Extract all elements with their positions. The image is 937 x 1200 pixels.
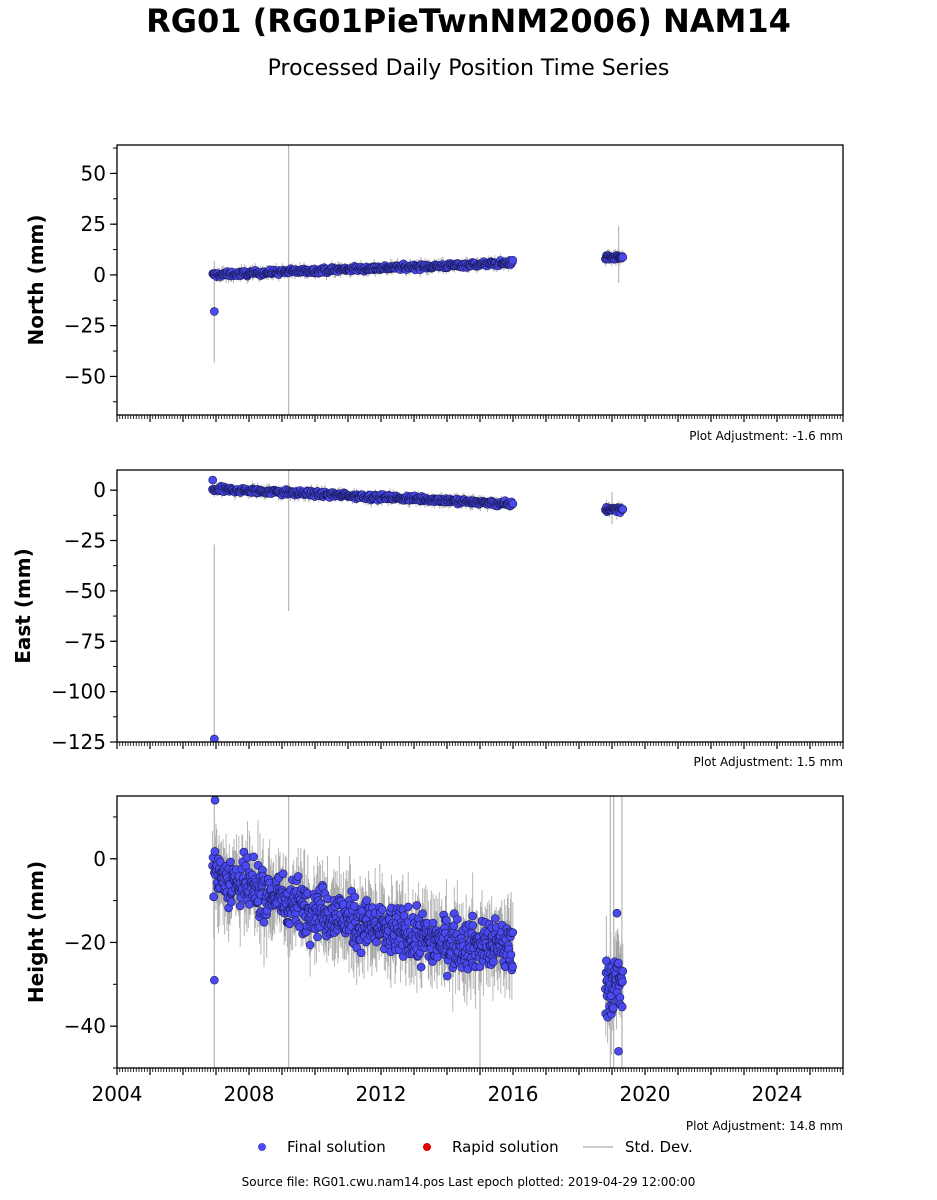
panel-3: 0 −20 −40 2004 2008 2012 2016 2020 2024 Height (m… <box>24 795 844 1133</box>
data-point <box>293 872 303 881</box>
legend-label: Rapid solution <box>452 1138 559 1156</box>
data-point <box>618 504 628 514</box>
data-point <box>418 909 427 919</box>
data-point <box>209 892 219 902</box>
panel-1: 50 25 0 −25 −50 North (mm) Plot Adjustment: -1… <box>24 144 844 443</box>
plot-adjustment-note: Plot Adjustment: -1.6 mm <box>689 429 843 443</box>
data-point <box>305 940 315 950</box>
data-point <box>615 993 625 1002</box>
legend-label: Std. Dev. <box>625 1138 693 1156</box>
data-point <box>210 796 220 805</box>
x-tick-label: 2012 <box>356 1082 407 1106</box>
y-tick-label: −50 <box>64 579 106 603</box>
data-point <box>210 975 219 985</box>
legend-marker-rapid <box>423 1143 431 1151</box>
y-tick-label: −50 <box>64 364 106 388</box>
data-point <box>618 966 628 976</box>
data-point <box>227 897 236 907</box>
data-point <box>362 896 371 905</box>
x-tick-label: 2016 <box>488 1082 539 1106</box>
data-point <box>249 852 258 862</box>
data-point <box>508 928 518 937</box>
data-point <box>612 908 622 918</box>
data-point <box>443 971 452 981</box>
data-point <box>618 252 628 262</box>
data-point <box>489 957 498 966</box>
data-point <box>350 901 359 911</box>
data-point <box>416 962 426 972</box>
data-point <box>468 921 478 930</box>
data-point <box>412 901 422 910</box>
x-tick-label: 2020 <box>620 1082 671 1106</box>
y-tick-label: −25 <box>64 314 106 338</box>
y-tick-label: −25 <box>64 529 106 553</box>
plot-adjustment-note: Plot Adjustment: 1.5 mm <box>694 755 843 769</box>
data-point <box>468 911 477 921</box>
data-point <box>313 932 322 942</box>
data-point <box>618 977 627 987</box>
data-point <box>403 902 413 912</box>
x-tick-label: 2024 <box>752 1082 803 1106</box>
data-point <box>490 914 500 923</box>
data-point <box>215 857 225 867</box>
data-point <box>506 950 516 960</box>
data-point <box>259 918 269 927</box>
panel-2: 0 −25 −50 −75 −100 −125 East (mm) Plot Adjustme… <box>11 469 844 769</box>
y-tick-label: 0 <box>93 263 106 287</box>
y-tick-label: 0 <box>93 478 106 502</box>
data-point <box>278 869 288 879</box>
data-point <box>508 962 517 972</box>
data-point <box>356 948 366 958</box>
data-point <box>210 847 220 856</box>
data-point <box>377 905 387 914</box>
legend-marker-final <box>258 1143 266 1151</box>
data-point <box>245 900 254 909</box>
y-tick-label: 25 <box>81 212 106 236</box>
data-point <box>208 475 217 485</box>
plot-area <box>208 796 628 1068</box>
data-point <box>617 1002 627 1012</box>
data-point <box>508 499 518 508</box>
data-point <box>442 915 451 925</box>
data-point <box>241 861 251 871</box>
data-point <box>210 307 219 316</box>
y-axis-label: North (mm) <box>24 214 48 345</box>
x-tick-label: 2008 <box>224 1082 275 1106</box>
y-tick-label: −125 <box>51 730 106 754</box>
data-point <box>609 1003 618 1013</box>
data-point <box>614 958 623 968</box>
chart-title: RG01 (RG01PieTwnNM2006) NAM14 <box>146 2 791 40</box>
y-tick-label: −75 <box>64 629 106 653</box>
y-tick-label: −100 <box>51 680 106 704</box>
data-point <box>449 921 459 931</box>
y-tick-label: 0 <box>93 847 106 871</box>
data-point <box>614 1046 623 1056</box>
y-tick-label: −40 <box>64 1014 106 1038</box>
data-point <box>210 734 219 742</box>
data-point <box>453 914 462 924</box>
data-point <box>226 857 235 867</box>
data-point <box>508 255 518 265</box>
legend: Final solution Rapid solution Std. Dev. <box>258 1138 693 1156</box>
plot-area <box>208 145 628 415</box>
data-point <box>235 901 245 911</box>
y-axis-label: East (mm) <box>11 548 35 664</box>
data-point <box>432 952 442 962</box>
x-tick-label: 2004 <box>92 1082 143 1106</box>
y-axis-label: Height (mm) <box>24 861 48 1003</box>
chart-subtitle: Processed Daily Position Time Series <box>267 56 670 81</box>
axes-frame <box>116 469 844 743</box>
data-point <box>399 911 409 920</box>
source-footer: Source file: RG01.cwu.nam14.pos Last epo… <box>241 1175 696 1189</box>
data-point <box>350 892 360 902</box>
plot-area <box>208 470 628 742</box>
legend-label: Final solution <box>287 1138 386 1156</box>
plot-adjustment-note: Plot Adjustment: 14.8 mm <box>686 1119 843 1133</box>
y-tick-label: −20 <box>64 930 106 954</box>
y-tick-label: 50 <box>81 161 106 185</box>
data-point <box>428 918 438 928</box>
